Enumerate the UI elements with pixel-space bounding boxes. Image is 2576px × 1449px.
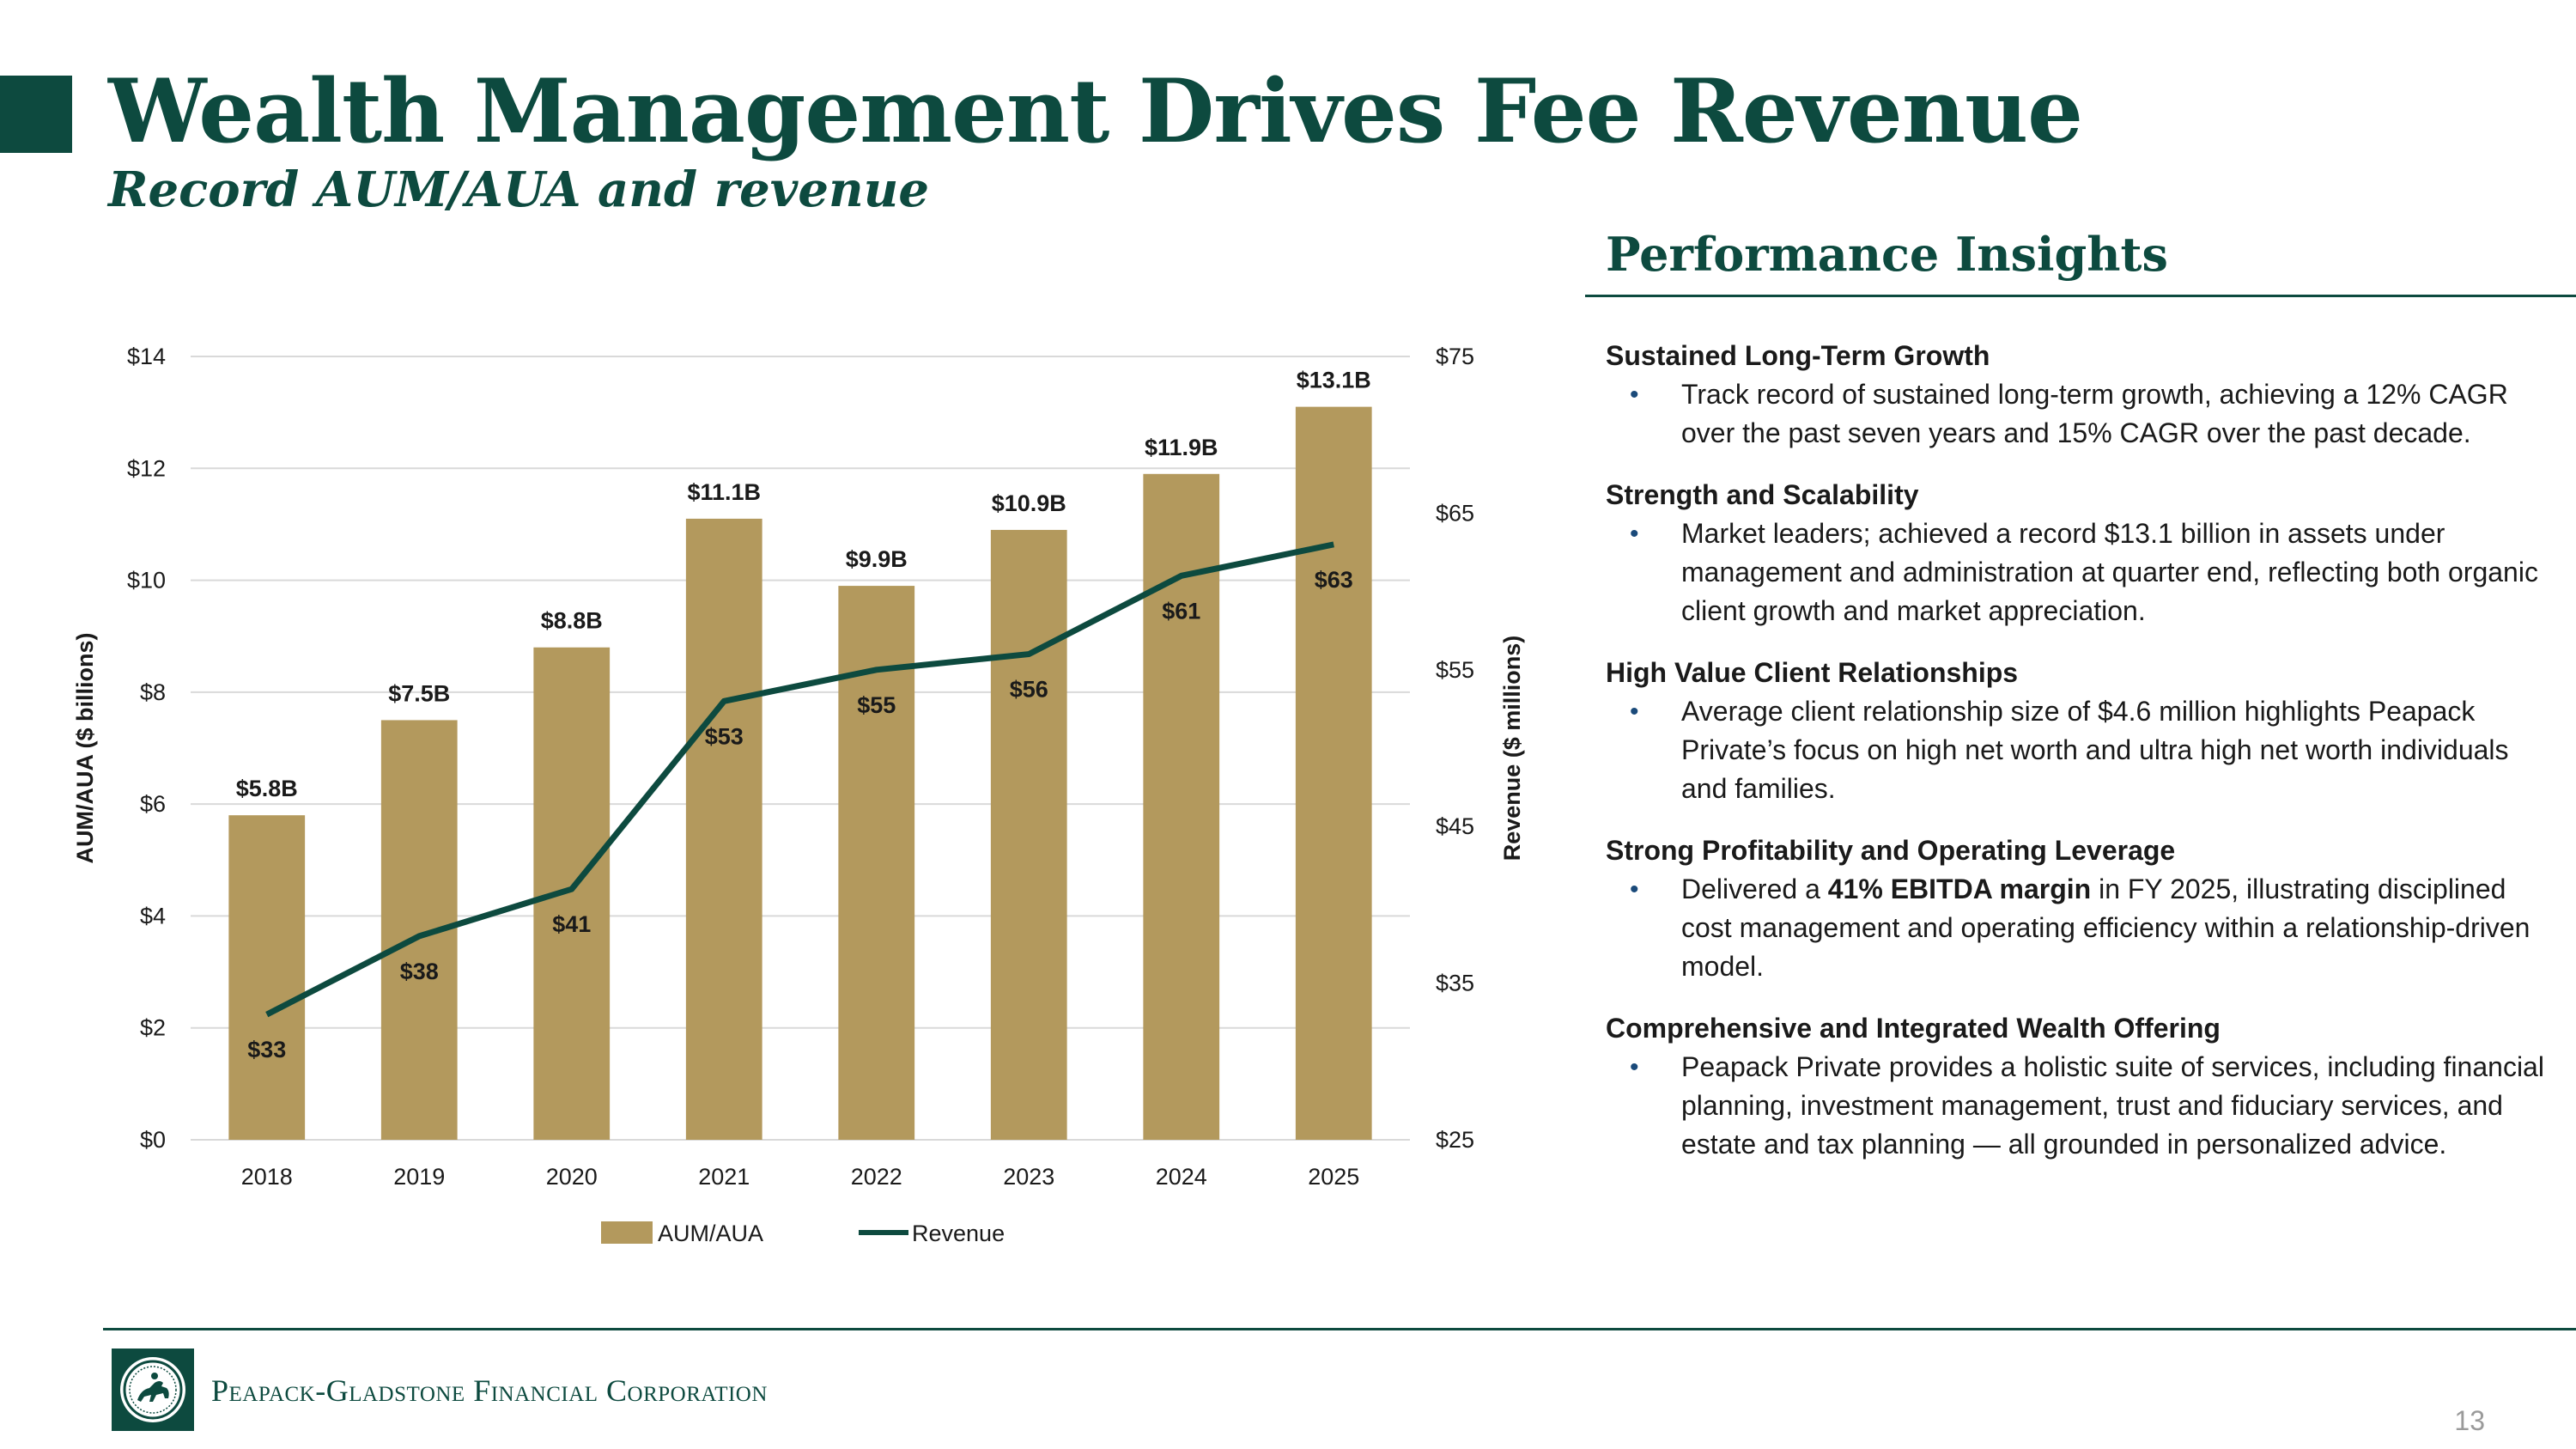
- company-name: Peapack-Gladstone Financial Corporation: [211, 1373, 768, 1408]
- y2-axis-tick-label: $55: [1436, 657, 1474, 683]
- insight-body: • Delivered a 41% EBITDA margin in FY 20…: [1606, 870, 2559, 986]
- x-axis-tick-label: 2023: [1003, 1164, 1054, 1190]
- line-data-label: $33: [247, 1037, 286, 1062]
- bar-aum-2018: [228, 815, 306, 1140]
- insight-item: High Value Client Relationships • Averag…: [1606, 654, 2559, 808]
- bullet-icon: •: [1630, 381, 1639, 409]
- insight-text-bold: 41% EBITDA margin: [1827, 874, 2092, 904]
- legend-label-revenue: Revenue: [912, 1221, 1005, 1246]
- line-data-label: $63: [1315, 567, 1353, 593]
- insight-item: Strength and Scalability • Market leader…: [1606, 476, 2559, 630]
- insight-body: • Average client relationship size of $4…: [1606, 692, 2559, 808]
- y2-axis-title: Revenue ($ millions): [1499, 636, 1525, 861]
- bullet-icon: •: [1630, 520, 1639, 548]
- y2-axis-tick-label: $45: [1436, 813, 1474, 839]
- insights-heading: Performance Insights: [1606, 227, 2168, 282]
- x-axis-tick-label: 2018: [241, 1164, 293, 1190]
- insight-item: Comprehensive and Integrated Wealth Offe…: [1606, 1009, 2559, 1164]
- x-axis-tick-label: 2020: [546, 1164, 598, 1190]
- insight-title: Strong Profitability and Operating Lever…: [1606, 835, 2176, 866]
- title-accent-square: [0, 76, 72, 153]
- bullet-icon: •: [1630, 1053, 1639, 1081]
- legend-label-aum: AUM/AUA: [658, 1221, 763, 1246]
- bar-aum-2020: [533, 647, 611, 1140]
- y2-axis-tick-label: $25: [1436, 1127, 1474, 1153]
- legend-swatch-aum: [601, 1221, 653, 1244]
- y2-axis-tick-label: $65: [1436, 500, 1474, 526]
- insight-text-post: in FY 2025, illustrating disciplined cos…: [1681, 874, 2530, 982]
- y-axis-title: AUM/AUA ($ billions): [72, 633, 98, 864]
- page-title: Wealth Management Drives Fee Revenue: [108, 60, 2083, 163]
- line-data-label: $56: [1010, 677, 1048, 703]
- y-axis-tick-label: $14: [127, 344, 166, 369]
- y-axis-tick-label: $8: [140, 679, 166, 705]
- footer-divider: [103, 1328, 2576, 1330]
- insight-title: High Value Client Relationships: [1606, 657, 2019, 688]
- y-axis-tick-label: $0: [140, 1127, 166, 1153]
- bullet-icon: •: [1630, 697, 1639, 726]
- bar-data-label: $10.9B: [992, 490, 1066, 516]
- bar-data-label: $13.1B: [1297, 368, 1371, 393]
- bar-data-label: $9.9B: [846, 546, 908, 572]
- insight-text: Peapack Private provides a holistic suit…: [1681, 1051, 2544, 1160]
- line-data-label: $61: [1162, 598, 1200, 624]
- line-data-label: $53: [705, 723, 744, 749]
- insight-body: • Market leaders; achieved a record $13.…: [1606, 514, 2559, 630]
- bar-data-label: $11.9B: [1145, 435, 1218, 460]
- x-axis-tick-label: 2019: [393, 1164, 445, 1190]
- insights-divider: [1585, 295, 2576, 297]
- bar-aum-2023: [990, 529, 1067, 1140]
- bar-aum-2022: [838, 586, 915, 1140]
- revenue-line: [265, 541, 1334, 1018]
- x-axis-tick-label: 2022: [851, 1164, 902, 1190]
- bar-aum-2024: [1143, 473, 1220, 1140]
- y-axis-tick-label: $2: [140, 1015, 166, 1041]
- line-data-label: $38: [400, 959, 439, 984]
- y-axis-tick-label: $12: [127, 455, 166, 481]
- y-axis-tick-label: $10: [127, 568, 166, 594]
- insight-title: Strength and Scalability: [1606, 479, 1919, 510]
- insight-title: Sustained Long-Term Growth: [1606, 340, 1990, 371]
- page-subtitle: Record AUM/AUA and revenue: [108, 161, 930, 218]
- insight-title: Comprehensive and Integrated Wealth Offe…: [1606, 1013, 2221, 1044]
- bar-data-label: $11.1B: [687, 479, 761, 505]
- aum-revenue-chart: $0 $2 $4 $6 $8 $10 $12 $14 $25 $35 $45 $55 $65 $75 AUM…: [72, 344, 1525, 1246]
- insight-text: Market leaders; achieved a record $13.1 …: [1681, 518, 2538, 626]
- insight-item: Sustained Long-Term Growth • Track recor…: [1606, 337, 2559, 453]
- bar-data-label: $8.8B: [541, 608, 603, 634]
- page-number: 13: [2454, 1405, 2485, 1436]
- insight-body: • Track record of sustained long-term gr…: [1606, 375, 2559, 453]
- insights-list: Sustained Long-Term Growth • Track recor…: [1606, 337, 2559, 1187]
- bar-aum-2021: [685, 518, 762, 1140]
- insight-item: Strong Profitability and Operating Lever…: [1606, 831, 2559, 986]
- bar-data-label: $5.8B: [236, 776, 298, 801]
- y2-axis-tick-label: $75: [1436, 344, 1474, 369]
- bar-data-label: $7.5B: [388, 680, 450, 706]
- y-axis-tick-label: $4: [140, 903, 166, 928]
- bullet-icon: •: [1630, 875, 1639, 904]
- x-axis-tick-label: 2025: [1308, 1164, 1359, 1190]
- x-axis-tick-label: 2021: [698, 1164, 750, 1190]
- x-axis-tick-label: 2024: [1156, 1164, 1207, 1190]
- insight-body: • Peapack Private provides a holistic su…: [1606, 1048, 2559, 1164]
- horse-rider-seal-icon: [112, 1349, 194, 1431]
- line-data-label: $55: [857, 692, 896, 718]
- y2-axis-tick-label: $35: [1436, 971, 1474, 996]
- insight-text: Track record of sustained long-term grow…: [1681, 379, 2508, 448]
- bar-aum-2025: [1295, 406, 1372, 1141]
- insight-text-pre: Delivered a: [1681, 874, 1828, 904]
- line-data-label: $41: [552, 911, 591, 937]
- y-axis-tick-label: $6: [140, 791, 166, 817]
- insight-text: Average client relationship size of $4.6…: [1681, 696, 2509, 804]
